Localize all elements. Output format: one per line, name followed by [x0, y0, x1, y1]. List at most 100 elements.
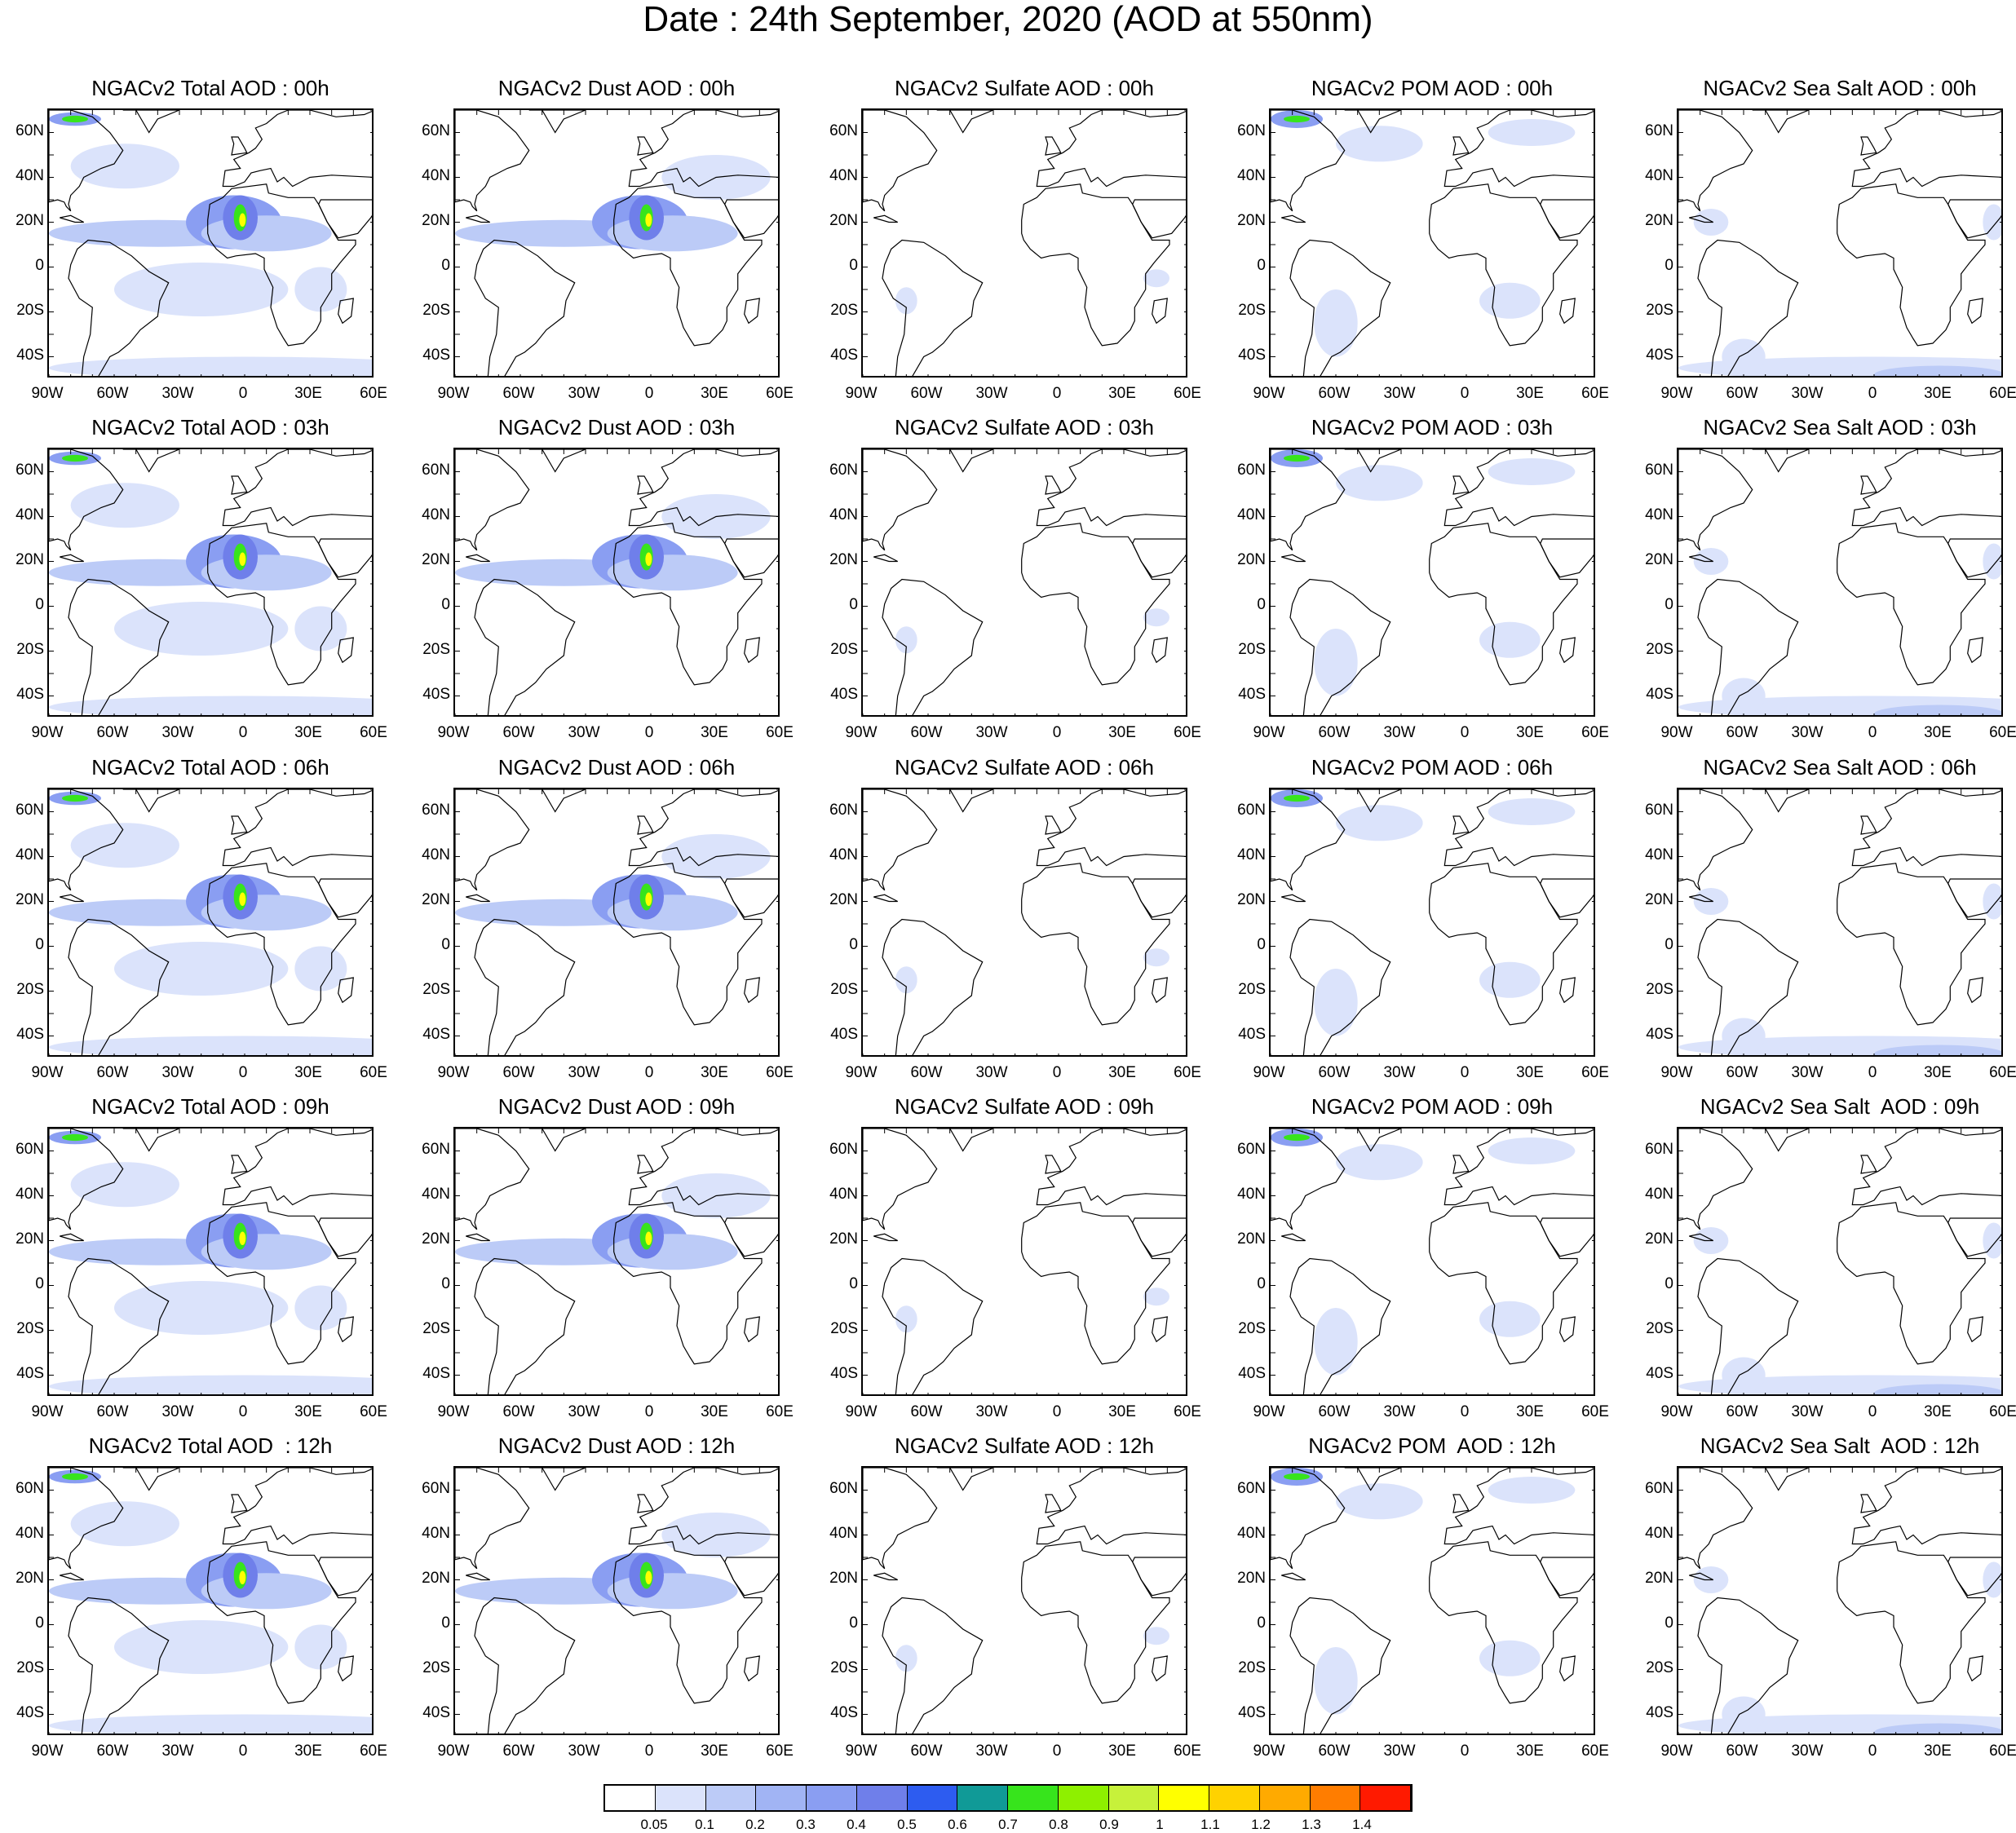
- coastline-greenland: [1752, 789, 1810, 813]
- coastline-cuba: [60, 1233, 84, 1242]
- lat-tick-label: 40S: [422, 1703, 450, 1721]
- aod-plumes: [1271, 1468, 1576, 1715]
- aod-plume: [1314, 289, 1358, 357]
- coastline-cuba: [873, 894, 898, 903]
- aod-plumes: [1678, 1222, 2001, 1394]
- colorbar-label: 0.2: [745, 1817, 765, 1832]
- lat-tick-label: 40N: [1237, 846, 1266, 863]
- aod-map: [49, 1129, 372, 1394]
- lat-tick-label: 20S: [1238, 1319, 1266, 1337]
- axis-ticks: [1271, 110, 1594, 376]
- aod-plume: [62, 794, 88, 802]
- lon-tick-label: 60W: [96, 724, 129, 741]
- lat-tick-label: 40N: [1645, 166, 1673, 184]
- lat-tick-label: 40N: [1645, 1524, 1673, 1542]
- coastline-africa: [1021, 1202, 1170, 1365]
- aod-plumes: [455, 494, 771, 591]
- map-frame: [1677, 788, 2003, 1057]
- lat-tick-label: 20N: [1645, 1230, 1673, 1248]
- lon-tick-label: 0: [238, 1742, 248, 1760]
- lon-tick-label: 30W: [161, 724, 194, 741]
- lon-tick-label: 30W: [568, 1403, 600, 1420]
- lat-tick-label: 20S: [830, 301, 858, 319]
- lat-tick-label: 20S: [422, 980, 450, 998]
- coastline-europe: [1443, 110, 1594, 188]
- lon-tick-label: 90W: [31, 385, 64, 402]
- lat-tick-label: 40N: [1237, 166, 1266, 184]
- aod-map: [1678, 110, 2001, 376]
- lon-tick-label: 60W: [910, 724, 943, 741]
- lat-tick-label: 0: [1665, 595, 1673, 613]
- lat-tick-label: 40N: [1237, 506, 1266, 523]
- lon-tick-label: 90W: [1660, 385, 1693, 402]
- coastline-europe: [1443, 789, 1594, 867]
- coastline-africa: [1429, 523, 1578, 686]
- lat-tick-label: 20N: [1237, 1230, 1266, 1248]
- lat-tick-label: 40N: [422, 846, 450, 863]
- lon-tick-label: 60E: [766, 1403, 794, 1420]
- aod-plume: [645, 1570, 652, 1584]
- coastline-arabia: [318, 538, 372, 578]
- coastline-greenland: [1752, 110, 1810, 134]
- lat-tick-label: 20S: [830, 1659, 858, 1676]
- aod-plume: [1874, 1723, 2001, 1734]
- colorbar-label: 1.1: [1200, 1817, 1220, 1832]
- coastline-cuba: [1281, 1572, 1306, 1581]
- lat-tick-label: 0: [1665, 256, 1673, 274]
- coastline-madagascar: [338, 1316, 354, 1343]
- coastline-northAmerica: [1271, 1468, 1346, 1570]
- coastline-arabia: [724, 1557, 778, 1597]
- coastline-northAmerica: [49, 789, 124, 891]
- lat-tick-label: 40S: [1238, 1025, 1266, 1043]
- aod-plume: [1479, 621, 1541, 658]
- map-frame: [1269, 1466, 1595, 1735]
- aod-plume: [239, 552, 246, 566]
- lon-tick-label: 30W: [568, 1064, 600, 1081]
- lon-tick-label: 90W: [1660, 1742, 1693, 1760]
- lon-tick-label: 90W: [437, 1742, 470, 1760]
- coastline-madagascar: [1967, 1316, 1983, 1343]
- aod-plumes: [49, 112, 372, 376]
- lon-tick-label: 60E: [360, 385, 387, 402]
- lat-tick-label: 0: [1257, 1274, 1266, 1292]
- lat-tick-label: 60N: [1645, 1479, 1673, 1497]
- coastlines: [49, 789, 372, 1055]
- aod-plume: [1336, 1483, 1423, 1520]
- coastline-africa: [207, 523, 356, 686]
- aod-plume: [1488, 1477, 1576, 1504]
- aod-map: [1271, 1468, 1594, 1734]
- lat-tick-label: 20N: [1645, 550, 1673, 568]
- lon-tick-label: 30W: [1791, 1742, 1824, 1760]
- lat-tick-label: 60N: [829, 461, 858, 479]
- lat-tick-label: 20N: [829, 211, 858, 229]
- lon-tick-label: 60E: [1174, 1064, 1201, 1081]
- coastline-northAmerica: [49, 110, 124, 212]
- coastline-africa: [613, 1541, 763, 1704]
- aod-plume: [1479, 1301, 1541, 1337]
- lat-tick-label: 60N: [1237, 801, 1266, 819]
- aod-plume: [201, 1234, 332, 1270]
- aod-plumes: [1678, 204, 2001, 376]
- axis-ticks: [863, 110, 1186, 376]
- aod-plume: [49, 1375, 372, 1394]
- coastline-europe: [1036, 1129, 1186, 1206]
- aod-map: [1271, 110, 1594, 376]
- lon-tick-label: 0: [1868, 1742, 1877, 1760]
- lat-tick-label: 60N: [422, 1140, 450, 1158]
- lat-tick-label: 40S: [1646, 685, 1673, 703]
- coastlines: [1678, 449, 2001, 715]
- axis-ticks: [49, 789, 372, 1055]
- lat-tick-label: 60N: [1237, 1479, 1266, 1497]
- lon-tick-label: 30E: [701, 1403, 728, 1420]
- axis-ticks: [455, 1129, 778, 1394]
- lon-tick-label: 60W: [1726, 1403, 1758, 1420]
- coastline-madagascar: [1559, 977, 1576, 1004]
- lon-tick-label: 30W: [161, 1742, 194, 1760]
- coastline-southAmerica: [1697, 239, 1799, 376]
- lat-tick-label: 60N: [15, 121, 44, 139]
- aod-plume: [62, 454, 88, 462]
- colorbar-label: 0.8: [1049, 1817, 1068, 1832]
- lon-tick-label: 60W: [910, 1742, 943, 1760]
- aod-plume: [1488, 798, 1576, 825]
- colorbar-label: 0.9: [1099, 1817, 1119, 1832]
